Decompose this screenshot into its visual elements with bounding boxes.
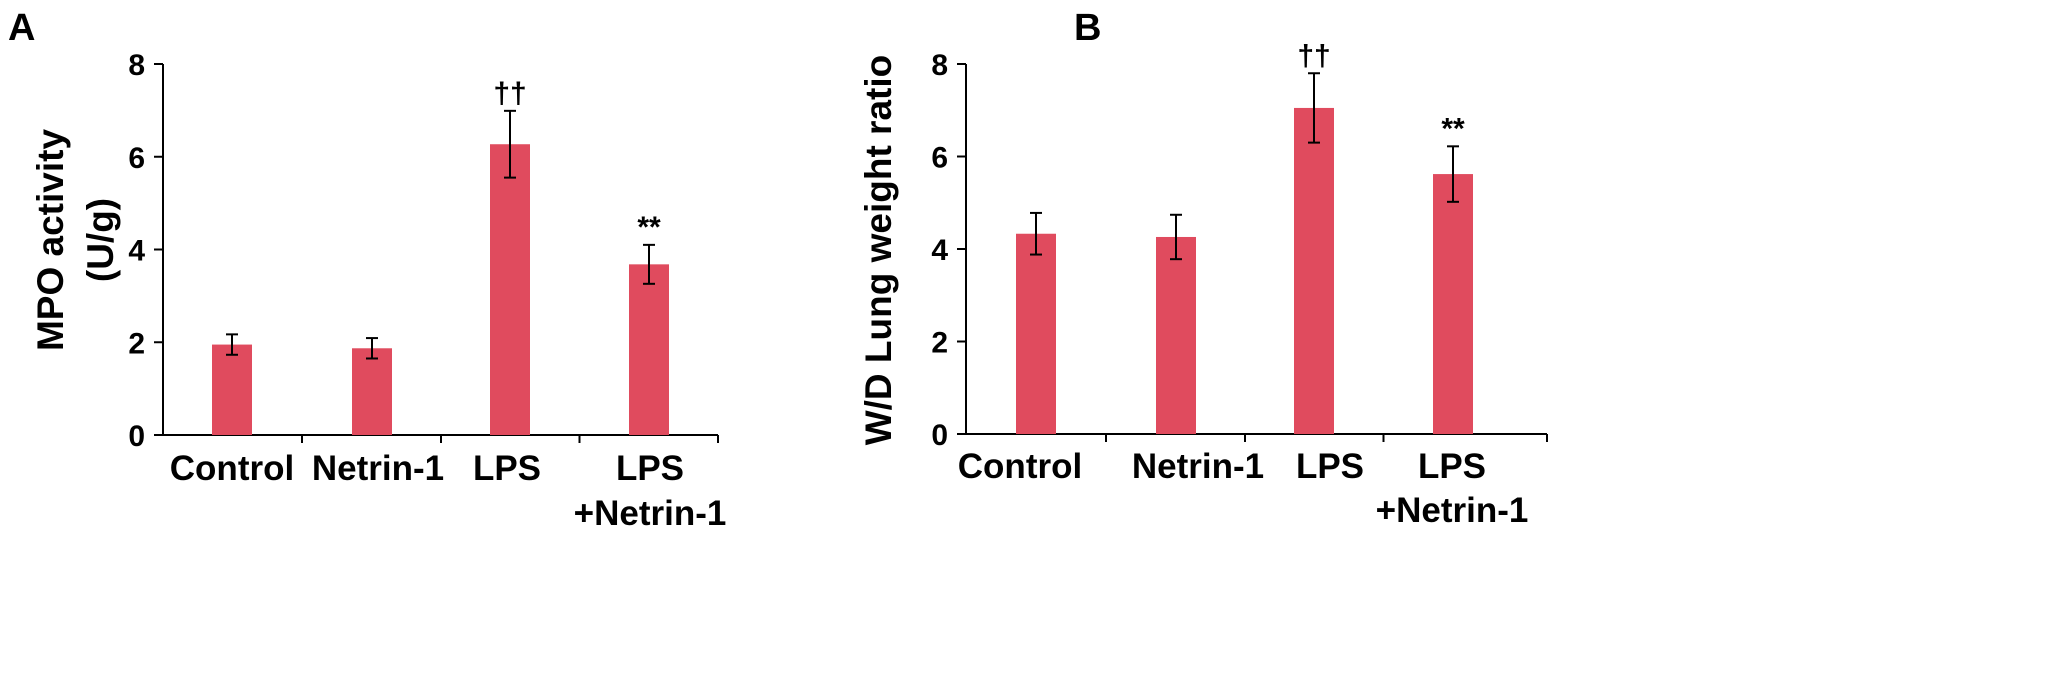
significance-label: †† bbox=[1297, 39, 1330, 72]
bar bbox=[629, 264, 669, 435]
x-tick-label: LPS bbox=[616, 449, 684, 488]
y-tick-label: 0 bbox=[931, 419, 948, 452]
chart-a: 0 2 4 6 8 †† ** Control Netrin-1 LPS LPS +Netrin-1 M… bbox=[30, 49, 726, 533]
x-tick-label: LPS bbox=[473, 449, 541, 488]
y-tick-label: 6 bbox=[128, 142, 145, 175]
bar bbox=[1156, 236, 1196, 434]
x-tick-label: Control bbox=[958, 447, 1082, 486]
x-tick-label: LPS bbox=[1418, 447, 1486, 486]
y-tick-label: 2 bbox=[128, 327, 145, 360]
x-tick-label: +Netrin-1 bbox=[574, 494, 727, 533]
significance-label: ** bbox=[1441, 112, 1465, 145]
y-tick-label: 8 bbox=[128, 49, 145, 82]
significance-label: †† bbox=[493, 77, 526, 110]
panel-label-b: B bbox=[1074, 7, 1101, 49]
y-tick-label: 4 bbox=[128, 235, 145, 268]
significance-label: ** bbox=[637, 211, 661, 244]
y-axis-title: W/D Lung weight ratio bbox=[858, 55, 899, 446]
y-tick-label: 4 bbox=[931, 234, 948, 267]
x-tick-label: Netrin-1 bbox=[312, 449, 444, 488]
y-tick-label: 0 bbox=[128, 420, 145, 453]
y-axis-title: MPO activity bbox=[30, 129, 71, 351]
y-tick-label: 6 bbox=[931, 142, 948, 175]
bar bbox=[212, 344, 252, 435]
y-tick-label: 8 bbox=[931, 49, 948, 82]
bar bbox=[1294, 107, 1334, 434]
y-tick-label: 2 bbox=[931, 327, 948, 360]
bar bbox=[1016, 233, 1056, 434]
x-tick-label: Control bbox=[170, 449, 294, 488]
panel-label-a: A bbox=[8, 7, 35, 49]
x-tick-label: +Netrin-1 bbox=[1376, 491, 1529, 530]
x-tick-label: Netrin-1 bbox=[1132, 447, 1264, 486]
chart-b: 0 2 4 6 8 †† ** Control Netrin-1 LPS LPS +Netrin-1 W… bbox=[858, 39, 1548, 530]
y-axis-unit: (U/g) bbox=[80, 198, 121, 282]
bar bbox=[1433, 174, 1473, 434]
x-tick-label: LPS bbox=[1296, 447, 1364, 486]
bar bbox=[490, 144, 530, 435]
bar bbox=[352, 348, 392, 435]
